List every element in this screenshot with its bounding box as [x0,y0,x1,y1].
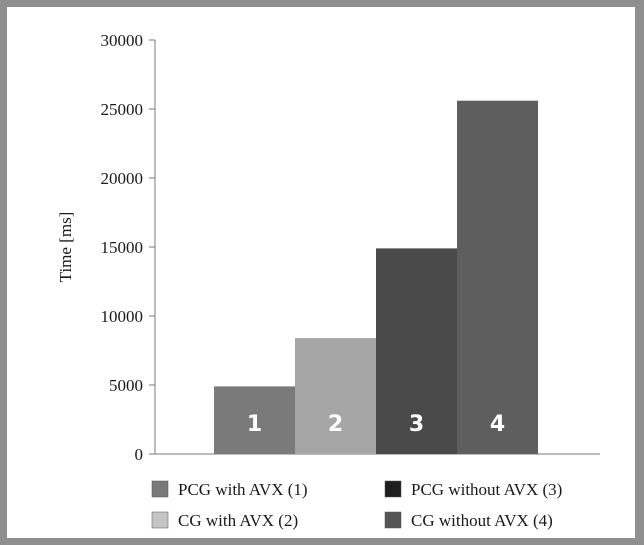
y-tick-label: 15000 [101,238,144,257]
legend: PCG with AVX (1) PCG without AVX (3) CG wi… [151,480,562,530]
bar-number-label: 2 [328,412,343,437]
legend-label: PCG with AVX (1) [178,480,308,499]
y-tick-label: 25000 [101,100,144,119]
bar-number-label: 3 [409,412,424,437]
bar-3 [376,248,457,454]
y-tick-label: 5000 [109,376,143,395]
y-tick-label: 30000 [101,31,144,50]
bar-1 [214,386,295,454]
y-tick-label: 10000 [101,307,144,326]
legend-label: CG without AVX (4) [411,511,553,530]
bar-2 [295,338,376,454]
legend-swatch [384,480,402,498]
bars [214,100,538,454]
y-tick-label: 20000 [101,169,144,188]
bar-number-label: 4 [490,412,505,437]
y-tick-label: 0 [135,445,144,464]
bar-labels: 1 2 3 4 [247,412,505,437]
y-tick-labels: 0 5000 10000 15000 20000 25000 30000 [101,31,155,464]
legend-label: CG with AVX (2) [178,511,298,530]
bar-number-label: 1 [247,412,262,437]
legend-swatch [384,511,402,529]
legend-label: PCG without AVX (3) [411,480,562,499]
legend-swatch [151,511,169,529]
y-axis-label: Time [ms] [56,212,75,283]
bar-4 [457,100,538,454]
legend-swatch [151,480,169,498]
